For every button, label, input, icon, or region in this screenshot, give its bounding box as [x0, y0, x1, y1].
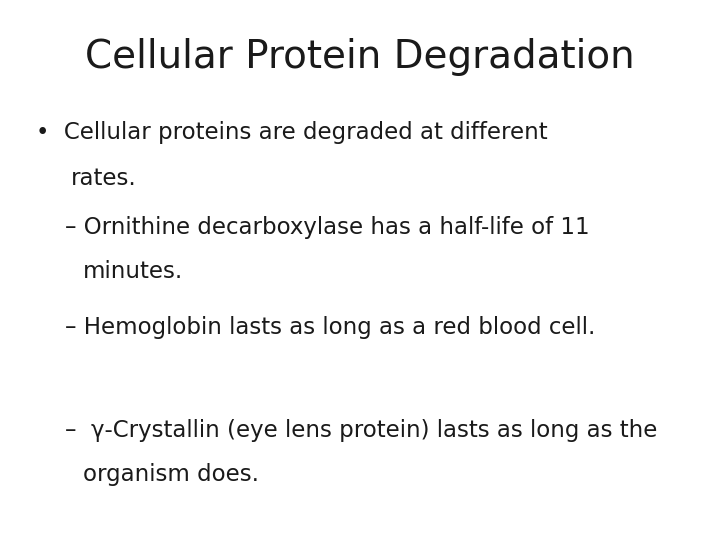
Text: – Ornithine decarboxylase has a half-life of 11: – Ornithine decarboxylase has a half-lif…	[65, 216, 590, 239]
Text: rates.: rates.	[71, 167, 136, 191]
Text: organism does.: organism does.	[83, 463, 258, 486]
Text: •  Cellular proteins are degraded at different: • Cellular proteins are degraded at diff…	[36, 122, 548, 145]
Text: – Hemoglobin lasts as long as a red blood cell.: – Hemoglobin lasts as long as a red bloo…	[65, 316, 595, 339]
Text: Cellular Protein Degradation: Cellular Protein Degradation	[85, 38, 635, 76]
Text: –  γ-Crystallin (eye lens protein) lasts as long as the: – γ-Crystallin (eye lens protein) lasts …	[65, 418, 657, 442]
Text: minutes.: minutes.	[83, 260, 183, 284]
